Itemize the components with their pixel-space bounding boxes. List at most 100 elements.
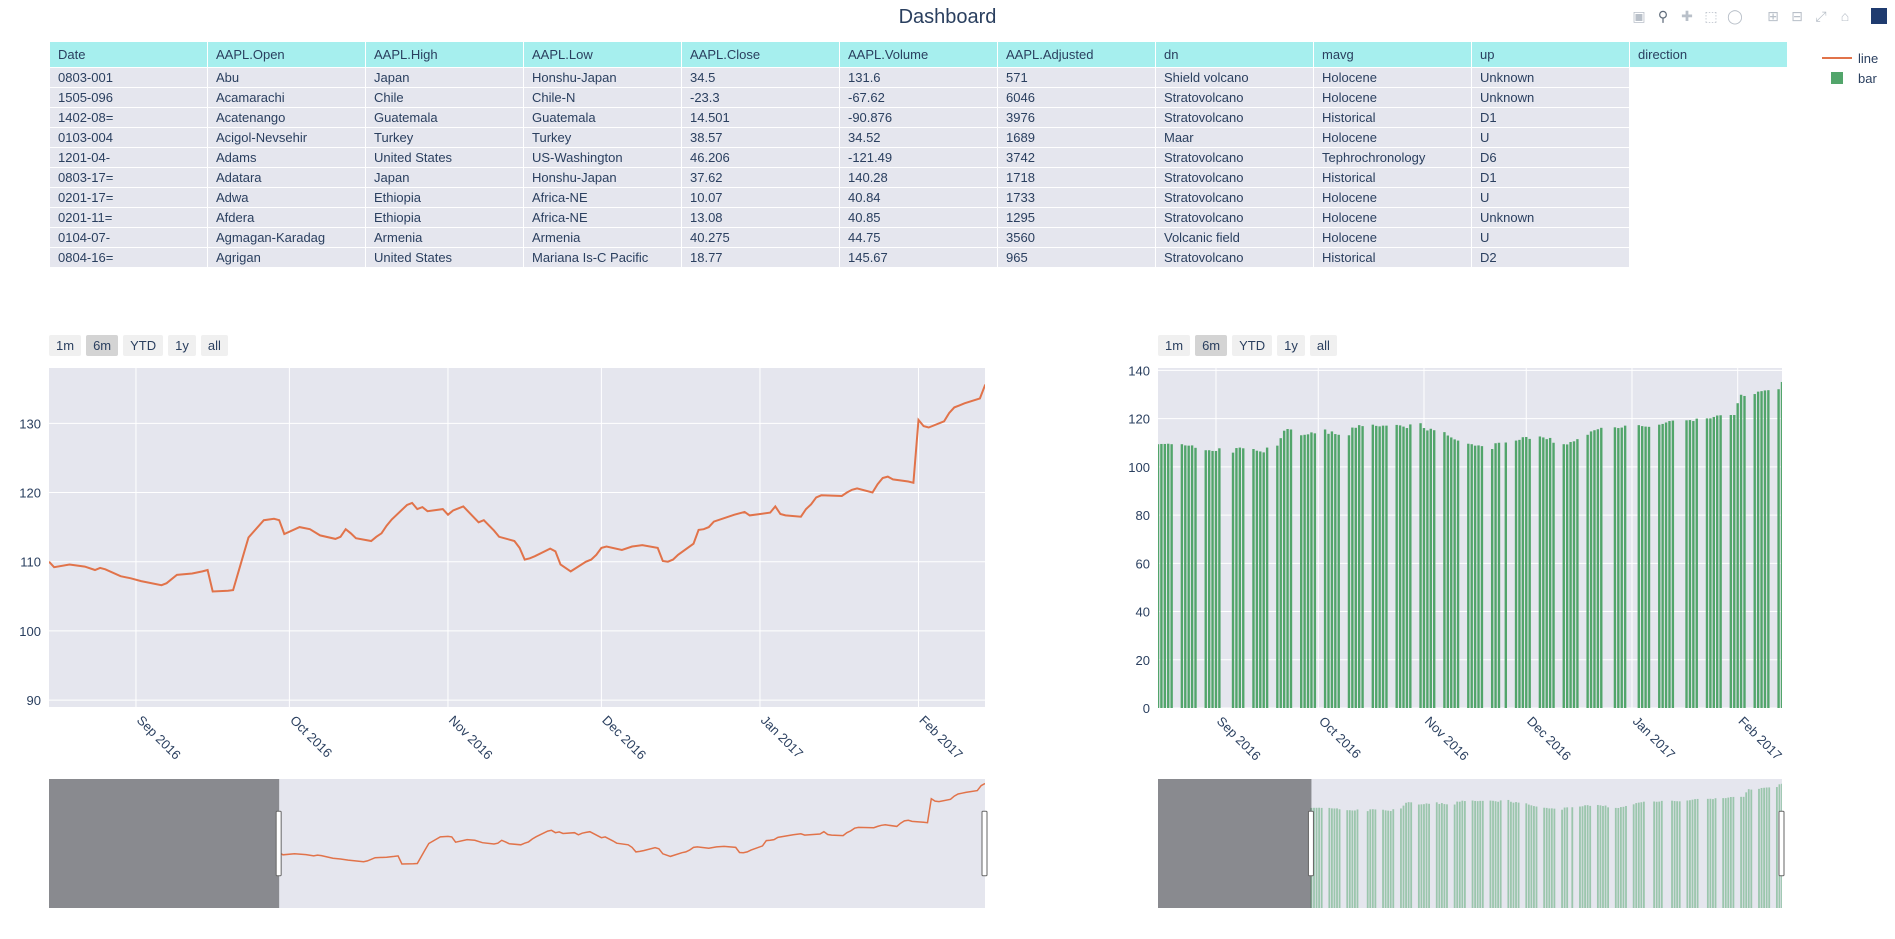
- mini-bar: [1729, 797, 1732, 908]
- mini-bar: [1458, 801, 1461, 908]
- table-cell: 0103-004: [49, 127, 208, 148]
- range-button-1y[interactable]: 1y: [168, 335, 196, 356]
- mini-bar: [1750, 789, 1753, 908]
- bar: [1381, 425, 1385, 708]
- bar: [1565, 444, 1569, 708]
- lasso-icon[interactable]: ◯: [1727, 7, 1743, 24]
- range-button-all[interactable]: all: [1309, 335, 1337, 356]
- bar: [1596, 429, 1600, 708]
- mini-bar: [1366, 811, 1369, 908]
- table-cell: 0803-17=: [49, 167, 208, 188]
- modebar: ▣ ⚲ ✚ ⬚ ◯ ⊞ ⊟ ⤢ ⌂: [1631, 8, 1887, 24]
- mini-bar: [1775, 787, 1778, 908]
- range-selector-left: 1m 6m YTD 1y all: [49, 335, 228, 356]
- bar: [1767, 390, 1770, 708]
- bar: [1450, 437, 1453, 708]
- bar: [1453, 439, 1456, 708]
- bar: [1743, 395, 1746, 708]
- bar: [1753, 394, 1756, 708]
- mini-bar: [1515, 802, 1517, 908]
- bar: [1306, 434, 1310, 708]
- table-cell: 145.67: [839, 247, 998, 268]
- range-button-all[interactable]: all: [200, 335, 228, 356]
- table-cell: Turkey: [523, 127, 682, 148]
- mini-bar: [1507, 799, 1510, 908]
- range-slider-mask: [49, 779, 280, 908]
- column-header: up: [1471, 41, 1630, 68]
- mini-bar: [1320, 807, 1323, 908]
- table-cell: Historical: [1313, 167, 1472, 188]
- bar: [1712, 416, 1715, 708]
- bar: [1354, 427, 1357, 708]
- bar: [1347, 435, 1351, 708]
- bar: [1644, 426, 1647, 708]
- mini-bar: [1423, 804, 1425, 908]
- mini-bar: [1727, 797, 1730, 908]
- table-cell: 1402-08=: [49, 107, 208, 128]
- bar: [1780, 381, 1782, 708]
- mini-bar: [1389, 811, 1392, 908]
- range-slider-bg: [1158, 779, 1782, 908]
- legend-item-line[interactable]: line: [1820, 48, 1878, 68]
- bar: [1443, 432, 1446, 708]
- bar: [1641, 426, 1644, 708]
- bar: [1467, 443, 1470, 708]
- mini-bar: [1763, 787, 1765, 908]
- zoom-icon[interactable]: ⚲: [1657, 7, 1669, 24]
- table-row: 1505-096 Acamarachi Chile Chile-N -23.3 -67.6…: [49, 87, 1788, 108]
- range-button-6m[interactable]: 6m: [1195, 335, 1228, 356]
- series-line: [49, 383, 985, 593]
- zoom-out-icon[interactable]: ⊟: [1791, 7, 1803, 24]
- bar: [1716, 415, 1719, 708]
- bar: [1446, 435, 1450, 708]
- autoscale-icon[interactable]: ⤢: [1815, 7, 1827, 24]
- reset-axes-icon[interactable]: ⌂: [1840, 8, 1850, 24]
- x-tick-label: Feb 2017: [916, 713, 965, 762]
- table-cell: D1: [1471, 107, 1630, 128]
- table-cell: United States: [365, 247, 524, 268]
- mini-bar: [1563, 807, 1566, 908]
- mini-bar: [1676, 801, 1679, 908]
- table-cell-empty: [1629, 187, 1788, 208]
- bar: [1310, 432, 1313, 708]
- mini-bar: [1438, 803, 1441, 908]
- table-cell: Tephrochronology: [1313, 147, 1472, 168]
- bar: [1163, 443, 1167, 708]
- table-cell-empty: [1629, 107, 1788, 128]
- mini-bar: [1443, 804, 1446, 908]
- zoom-in-icon[interactable]: ⊞: [1767, 7, 1779, 24]
- box-select-icon[interactable]: ⬚: [1704, 7, 1718, 24]
- mini-bar: [1678, 801, 1681, 908]
- mini-bar: [1382, 809, 1384, 908]
- bar: [1259, 451, 1262, 708]
- table-cell: Ethiopia: [365, 187, 524, 208]
- table-cell: 1505-096: [49, 87, 208, 108]
- table-cell: Holocene: [1313, 87, 1472, 108]
- table-cell: Armenia: [365, 227, 524, 248]
- range-button-ytd[interactable]: YTD: [123, 335, 164, 356]
- table-cell: 140.28: [839, 167, 998, 188]
- range-button-ytd[interactable]: YTD: [1232, 335, 1273, 356]
- column-header: Date: [49, 41, 208, 68]
- table-row: 0201-17= Adwa Ethiopia Africa-NE 10.07 40.84 1…: [49, 187, 1788, 208]
- range-button-1y[interactable]: 1y: [1277, 335, 1305, 356]
- legend-item-bar[interactable]: bar: [1820, 68, 1878, 88]
- range-button-1m[interactable]: 1m: [1158, 335, 1191, 356]
- plot-background: [49, 368, 985, 707]
- table-cell: Stratovolcano: [1155, 87, 1314, 108]
- pan-icon[interactable]: ✚: [1681, 7, 1693, 24]
- bar: [1235, 448, 1238, 708]
- mini-bar: [1660, 800, 1663, 908]
- mini-bar: [1356, 809, 1359, 908]
- plotly-logo-icon[interactable]: [1871, 8, 1887, 24]
- table-cell: U: [1471, 187, 1630, 208]
- range-button-1m[interactable]: 1m: [49, 335, 82, 356]
- bar: [1402, 426, 1405, 708]
- bar: [1286, 429, 1289, 708]
- mini-bar: [1494, 801, 1497, 908]
- table-cell: United States: [365, 147, 524, 168]
- column-header: direction: [1629, 41, 1788, 68]
- camera-icon[interactable]: ▣: [1632, 7, 1646, 24]
- range-button-6m[interactable]: 6m: [86, 335, 119, 356]
- table-cell: 18.77: [681, 247, 840, 268]
